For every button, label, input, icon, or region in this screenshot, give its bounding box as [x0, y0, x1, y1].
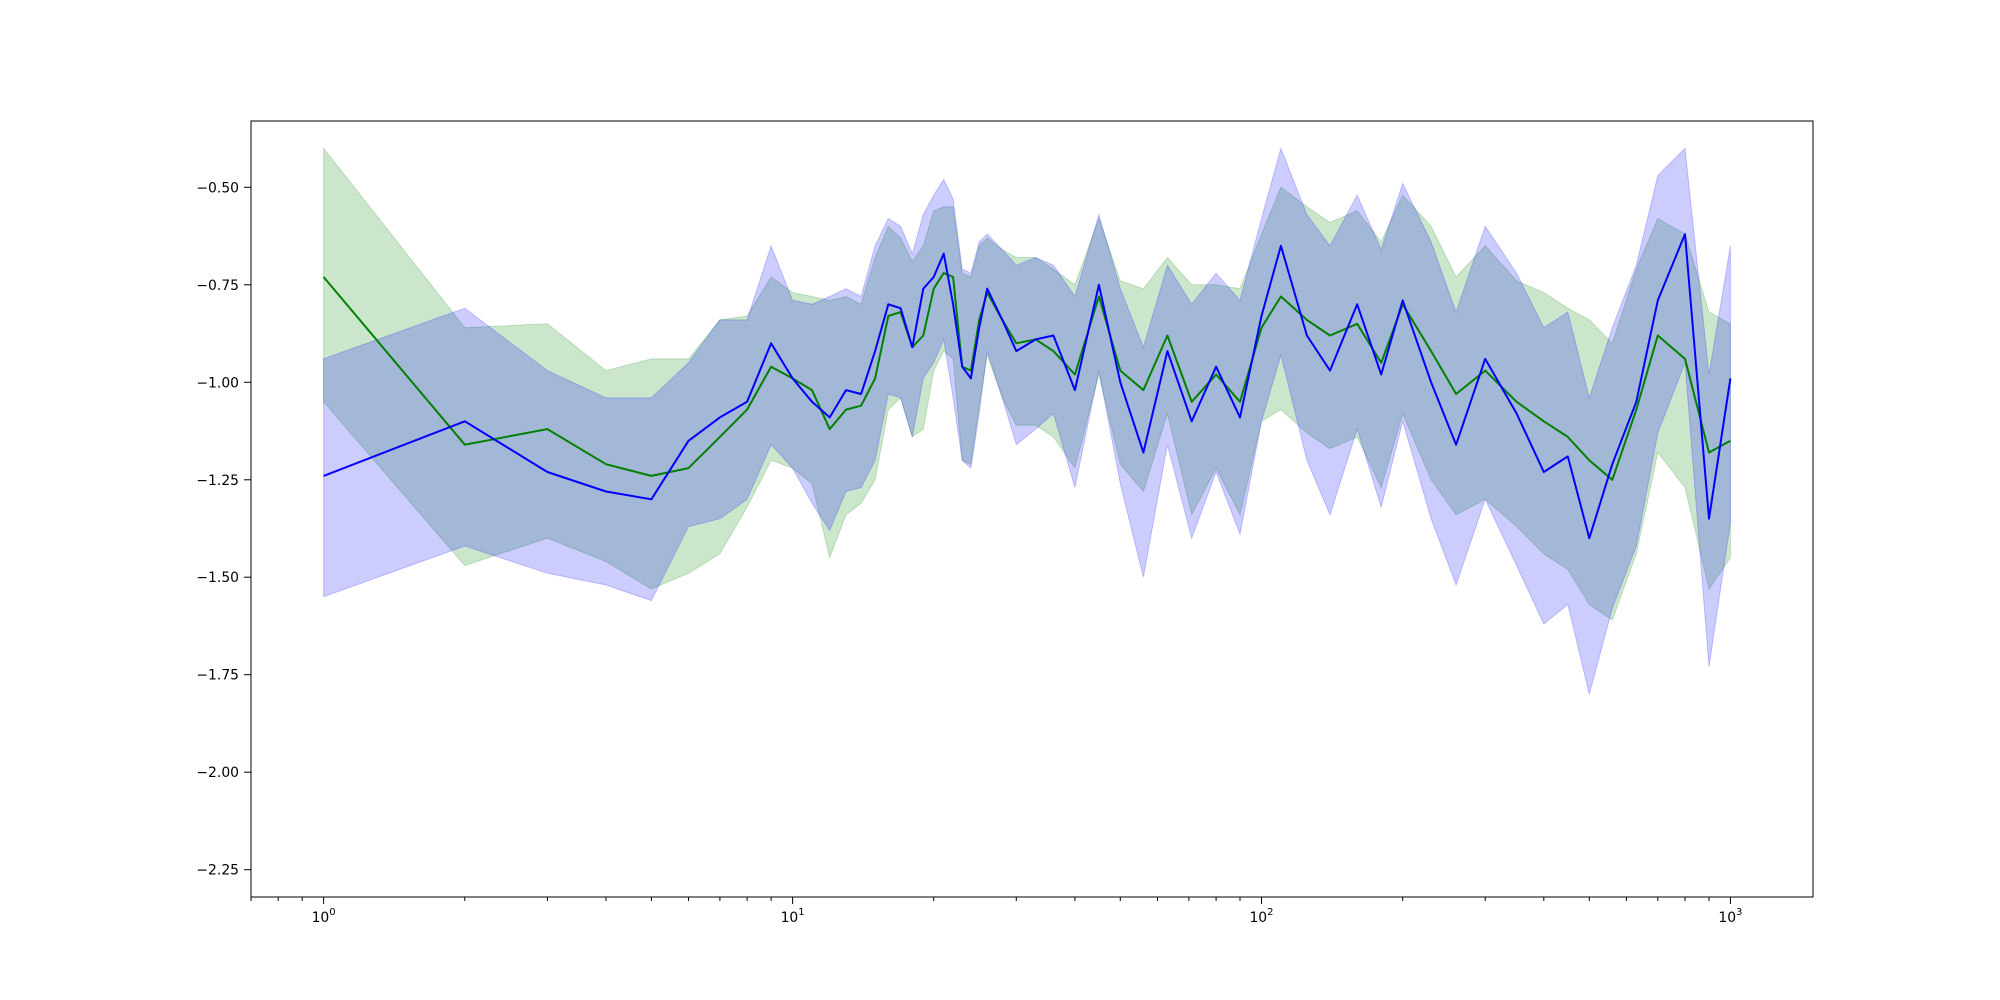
series-2-line: [323, 233, 1732, 540]
y-tick-label: −2.00: [196, 765, 239, 781]
y-tick-label: −1.75: [196, 668, 239, 684]
plot-frame: [250, 120, 1814, 898]
y-tick-label: −0.75: [196, 278, 239, 294]
series-2-band: [323, 146, 1731, 695]
x-tick-label: 101: [781, 907, 805, 926]
x-axis: 100 101 102 103: [250, 897, 1742, 926]
y-tick-label: −1.25: [196, 473, 239, 489]
x-tick-label: 100: [312, 907, 336, 926]
y-tick-label: −1.50: [196, 570, 239, 586]
confidence-bands: [323, 146, 1731, 695]
series-1-band: [323, 146, 1731, 621]
x-tick-label: 103: [1718, 907, 1742, 926]
y-tick-label: −2.25: [196, 863, 239, 879]
y-tick-label: −1.00: [196, 375, 239, 391]
x-tick-label: 102: [1249, 907, 1273, 926]
y-tick-label: −0.50: [196, 180, 239, 196]
series-lines: [322, 233, 1732, 540]
y-axis: −0.50 −0.75 −1.00 −1.25 −1.50 −1.75 −2.00 −2.25: [196, 180, 251, 879]
